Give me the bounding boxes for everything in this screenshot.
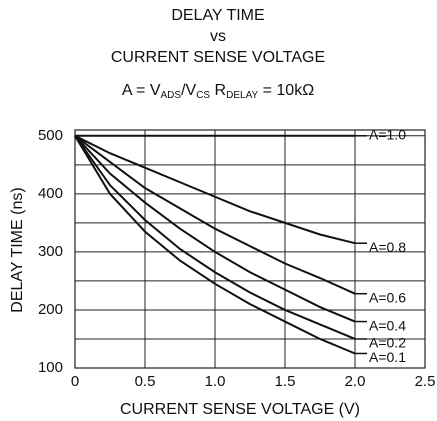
y-tick-label: 200 [38,301,63,318]
series-label: A=0.1 [369,349,406,365]
x-axis-label: CURRENT SENSE VOLTAGE (V) [120,401,360,418]
x-tick-label: 0 [71,373,79,390]
subtitle-part: CS [196,90,210,101]
x-tick-label: 2.5 [415,373,436,390]
y-axis-label: DELAY TIME (ns) [9,187,26,312]
series-line [74,135,356,355]
series-label: A=0.8 [369,239,406,255]
series-line [74,135,356,340]
x-tick-label: 1.5 [275,373,296,390]
y-tick-label: 500 [38,127,63,144]
subtitle-part: /V [181,82,196,99]
subtitle-part: ADS [161,90,182,101]
series-label: A=0.2 [369,335,406,351]
series-line [74,135,356,323]
x-tick-label: 0.5 [135,373,156,390]
x-tick-label: 1.0 [205,373,226,390]
chart-title: vs [210,28,226,45]
x-tick-label: 2.0 [345,373,366,390]
series-label: A=1.0 [369,127,406,143]
chart-title: DELAY TIME [171,7,264,24]
series-line [74,134,356,245]
series-line [74,135,356,295]
subtitle-part: DELAY [226,90,258,101]
series-label: A=0.6 [369,289,406,305]
chart-title: CURRENT SENSE VOLTAGE [111,49,325,66]
y-tick-label: 300 [38,243,63,260]
subtitle-part: A = V [122,82,161,99]
series-label: A=0.4 [369,317,406,333]
subtitle-part: R [210,82,226,99]
subtitle-part: = 10kΩ [258,82,314,99]
chart-subtitle: A = VADS/VCS RDELAY = 10kΩ [122,82,314,100]
y-tick-label: 400 [38,185,63,202]
y-tick-label: 100 [38,359,63,376]
